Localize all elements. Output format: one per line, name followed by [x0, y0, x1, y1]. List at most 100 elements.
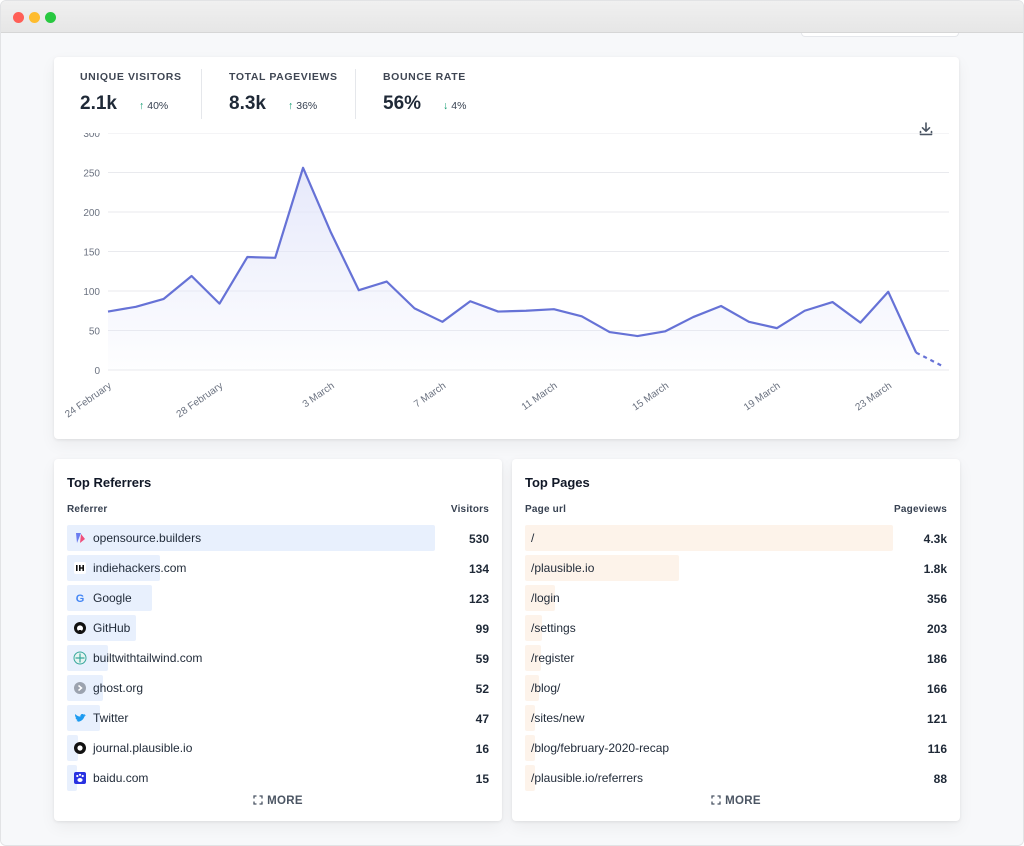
- page-row[interactable]: /plausible.io 1.8k: [525, 555, 947, 581]
- row-value: 186: [926, 652, 947, 666]
- stat-value: 2.1k: [80, 93, 117, 114]
- stat-unique-visitors[interactable]: UNIQUE VISITORS 2.1k ↑ 40%: [80, 71, 182, 115]
- data-point: [273, 256, 277, 260]
- stat-change: ↑ 40%: [139, 100, 168, 112]
- referrer-row[interactable]: G Google 123: [67, 585, 489, 611]
- data-point: [385, 280, 389, 284]
- data-point: [134, 305, 138, 309]
- data-point: [524, 309, 528, 313]
- panel-title: Top Pages: [525, 475, 590, 490]
- y-tick-label: 150: [83, 248, 100, 259]
- row-bar: [525, 735, 535, 761]
- referrer-row[interactable]: GitHub 99: [67, 615, 489, 641]
- period-selector[interactable]: [801, 33, 959, 37]
- row-value: 123: [468, 592, 489, 606]
- row-label: builtwithtailwind.com: [93, 651, 203, 665]
- data-point: [245, 255, 249, 259]
- data-point: [496, 310, 500, 314]
- indiehackers-icon: [74, 562, 86, 574]
- row-value: 134: [468, 562, 489, 576]
- row-label: /: [531, 531, 535, 545]
- builtwithtailwind-icon: [73, 651, 87, 665]
- x-tick-label: 3 March: [301, 380, 337, 410]
- expand-icon: [711, 795, 721, 805]
- row-label: /login: [531, 591, 560, 605]
- referrer-row[interactable]: indiehackers.com 134: [67, 555, 489, 581]
- data-point: [106, 310, 110, 314]
- row-label: /register: [531, 651, 575, 665]
- x-tick-label: 11 March: [520, 380, 560, 413]
- row-bar: [525, 615, 543, 641]
- top-pages-panel: Top Pages Page url Pageviews MORE /4.3k /…: [512, 459, 960, 821]
- dashboard: UNIQUE VISITORS 2.1k ↑ 40% TOTAL PAGEVIEW…: [1, 33, 1023, 845]
- row-bar: [525, 525, 893, 551]
- referrer-row[interactable]: baidu.com 15: [67, 765, 489, 791]
- row-bar: [525, 765, 535, 791]
- x-tick-label: 19 March: [742, 380, 782, 413]
- row-value: 99: [475, 622, 489, 636]
- row-value: 121: [926, 712, 947, 726]
- data-point: [608, 330, 612, 334]
- row-value: 15: [475, 772, 489, 786]
- page-row[interactable]: /login 356: [525, 585, 947, 611]
- x-tick-label: 15 March: [631, 380, 671, 413]
- minimize-window-button[interactable]: [29, 12, 40, 23]
- arrow-up-icon: ↑: [138, 100, 145, 112]
- journal-plausible-icon: [74, 742, 86, 754]
- x-tick-label: 24 February: [63, 380, 113, 420]
- close-window-button[interactable]: [13, 12, 24, 23]
- data-point: [858, 321, 862, 325]
- row-value: 88: [933, 772, 947, 786]
- page-row[interactable]: /sites/new 121: [525, 705, 947, 731]
- referrer-row[interactable]: builtwithtailwind.com 59: [67, 645, 489, 671]
- stat-label: TOTAL PAGEVIEWS: [229, 71, 338, 83]
- row-bar: [525, 585, 556, 611]
- y-tick-label: 0: [94, 366, 100, 377]
- page-row[interactable]: / 4.3k: [525, 525, 947, 551]
- page-row[interactable]: /blog/february-2020-recap 116: [525, 735, 947, 761]
- more-referrers-button[interactable]: MORE: [54, 795, 502, 807]
- referrer-row[interactable]: ghost.org 52: [67, 675, 489, 701]
- svg-text:G: G: [76, 593, 85, 605]
- row-label: GitHub: [93, 621, 131, 635]
- referrer-row[interactable]: opensource.builders 530: [67, 525, 489, 551]
- row-label: /plausible.io/referrers: [531, 771, 644, 785]
- more-label: MORE: [725, 795, 761, 807]
- y-tick-label: 300: [83, 133, 100, 140]
- row-bar: [525, 705, 536, 731]
- row-bar: [67, 585, 153, 611]
- y-tick-label: 250: [83, 169, 100, 180]
- column-header-page-url: Page url: [525, 504, 567, 515]
- more-label: MORE: [267, 795, 303, 807]
- page-row[interactable]: /register 186: [525, 645, 947, 671]
- row-bar: [525, 675, 540, 701]
- visitors-graph-card: UNIQUE VISITORS 2.1k ↑ 40% TOTAL PAGEVIEW…: [54, 57, 959, 439]
- row-bar: [525, 645, 541, 671]
- row-value: 356: [926, 592, 947, 606]
- page-row[interactable]: /settings 203: [525, 615, 947, 641]
- data-point: [301, 166, 305, 170]
- data-point: [886, 290, 890, 294]
- data-point: [190, 274, 194, 278]
- page-row[interactable]: /plausible.io/referrers 88: [525, 765, 947, 791]
- row-label: Google: [93, 591, 132, 605]
- panel-title: Top Referrers: [67, 475, 152, 490]
- stat-change-value: 36%: [296, 100, 318, 112]
- referrer-row[interactable]: journal.plausible.io 16: [67, 735, 489, 761]
- data-point: [468, 299, 472, 303]
- chart-line-incomplete: [915, 351, 945, 368]
- stat-change: ↓ 4%: [443, 100, 466, 112]
- more-pages-button[interactable]: MORE: [512, 795, 960, 807]
- row-label: Twitter: [93, 711, 129, 725]
- expand-icon: [253, 795, 263, 805]
- row-bar: [67, 765, 78, 791]
- maximize-window-button[interactable]: [45, 12, 56, 23]
- stat-total-pageviews[interactable]: TOTAL PAGEVIEWS 8.3k ↑ 36%: [229, 71, 338, 115]
- stat-value: 8.3k: [229, 93, 266, 114]
- page-row[interactable]: /blog/166: [525, 675, 947, 701]
- window-titlebar: [1, 1, 1023, 33]
- y-tick-label: 200: [83, 208, 100, 219]
- stat-bounce-rate[interactable]: BOUNCE RATE 56% ↓ 4%: [383, 71, 466, 115]
- referrer-row[interactable]: Twitter 47: [67, 705, 489, 731]
- google-icon: G: [76, 593, 85, 605]
